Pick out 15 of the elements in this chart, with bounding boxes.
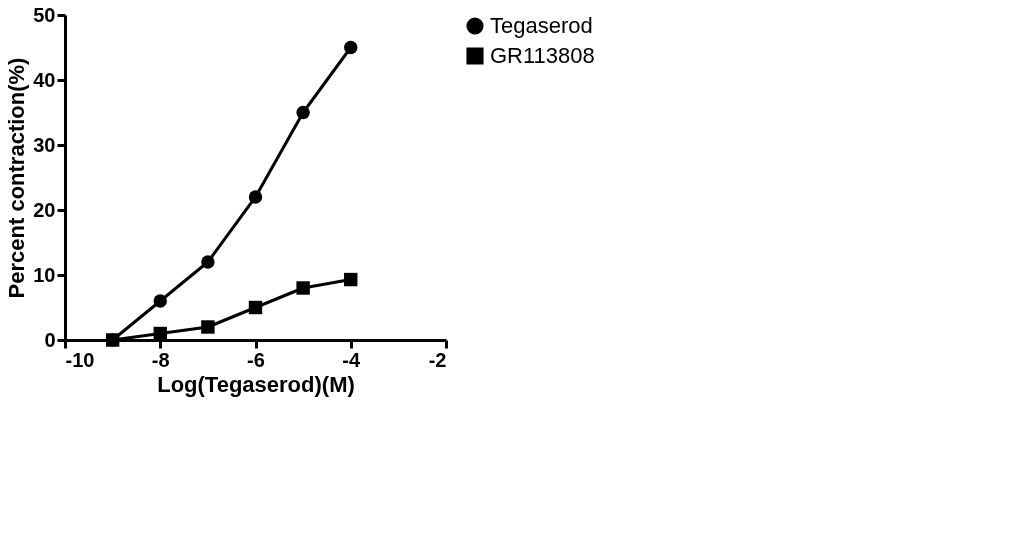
- y-tick-label: 20: [33, 198, 56, 221]
- y-tick-label: 0: [44, 328, 56, 351]
- x-tick-label: -4: [342, 348, 362, 371]
- y-tick-label: 50: [33, 3, 56, 26]
- x-tick-label: -10: [65, 348, 95, 371]
- y-axis-title: Percent contraction(%): [4, 57, 30, 299]
- x-axis-title: Log(Tegaserod)(M): [157, 371, 355, 397]
- y-tick-label: 40: [33, 68, 56, 91]
- x-tick-label: -2: [428, 348, 447, 371]
- y-tick-label: 30: [33, 133, 56, 156]
- x-tick-label: -8: [151, 348, 170, 371]
- y-tick-label: 10: [33, 263, 56, 286]
- legend-label: GR113808: [490, 43, 595, 68]
- legend-label: Tegaserod: [490, 13, 593, 38]
- x-tick-label: -6: [247, 348, 265, 371]
